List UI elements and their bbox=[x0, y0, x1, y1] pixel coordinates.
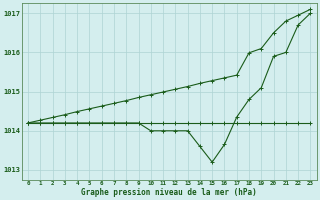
X-axis label: Graphe pression niveau de la mer (hPa): Graphe pression niveau de la mer (hPa) bbox=[81, 188, 257, 197]
